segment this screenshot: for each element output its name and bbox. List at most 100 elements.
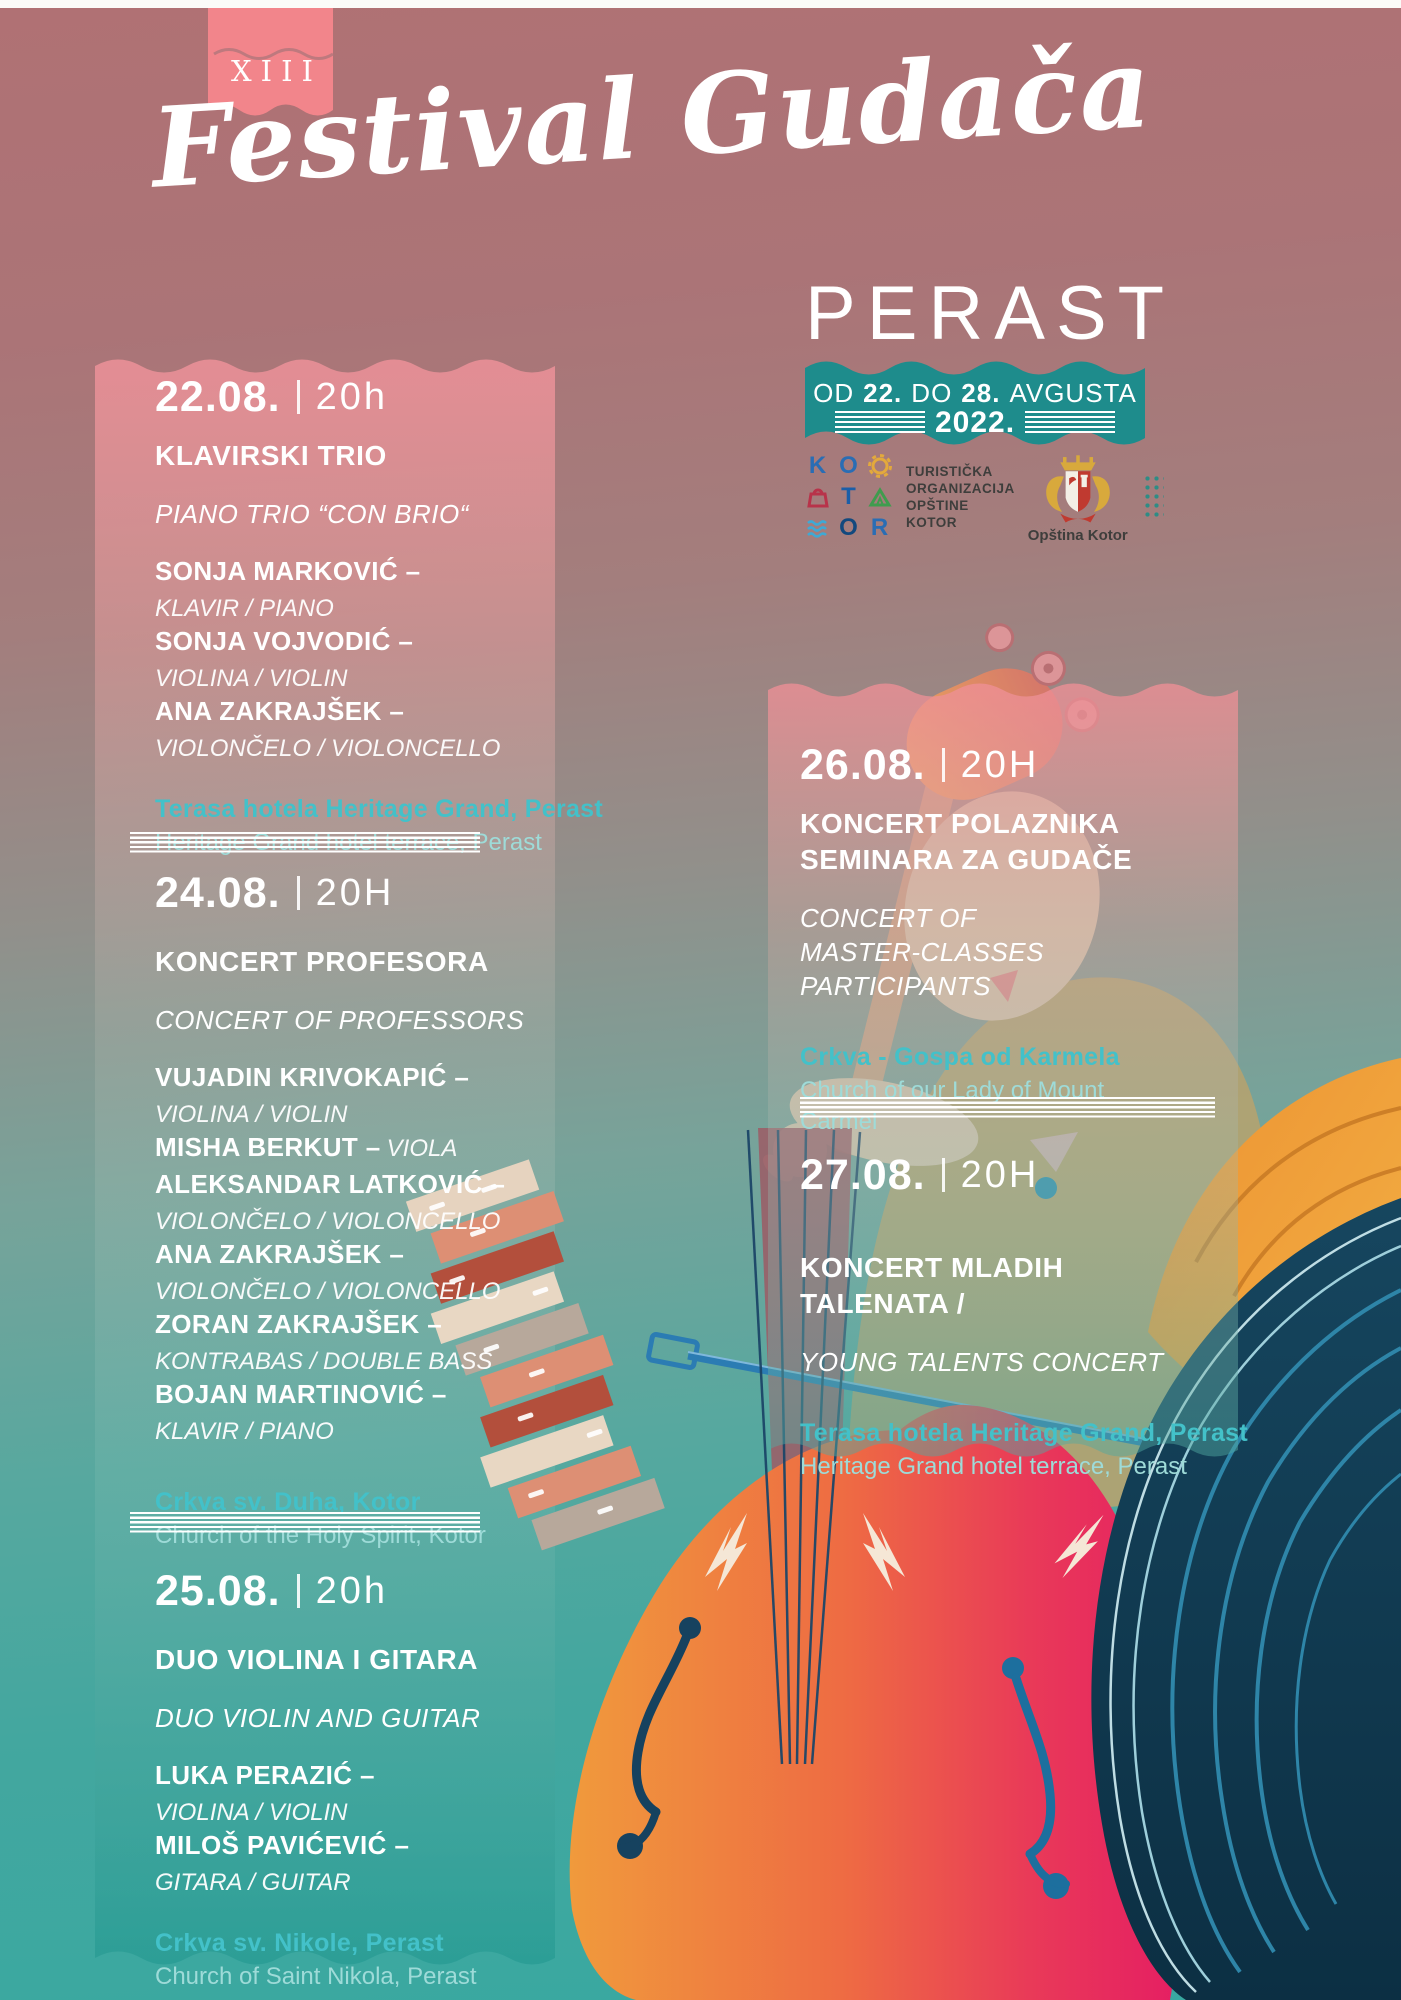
event-time: 20H — [315, 871, 395, 914]
date-time-separator — [296, 1574, 300, 1608]
venue-local: Crkva sv. Duha, Kotor — [155, 1488, 421, 1517]
date-time-separator — [941, 1158, 945, 1192]
event-date: 25.08. — [155, 1566, 281, 1615]
city-title: PERAST — [805, 271, 1176, 356]
date-range-pre: OD — [813, 378, 855, 408]
venue: Crkva sv. Duha, Kotor Church of the Holy… — [155, 1488, 555, 1551]
f-hole-left — [617, 1617, 701, 1859]
left-events-panel — [95, 359, 555, 1965]
date-range-start: 22. — [863, 378, 903, 408]
performer: MISHA BERKUT – VIOLA — [155, 1131, 555, 1168]
date-range-mid: DO — [911, 378, 953, 408]
top-edge-strip — [0, 0, 1401, 8]
performer-instrument: VIOLINA / VIOLIN — [155, 1101, 348, 1129]
performer: VUJADIN KRIVOKAPIĆ – VIOLINA / VIOLIN — [155, 1061, 555, 1131]
event-subtitle: CONCERT OF MASTER-CLASSES PARTICIPANTS — [800, 903, 1044, 1002]
year-lines-left — [834, 411, 925, 435]
performer-name: VUJADIN KRIVOKAPIĆ – — [155, 1062, 470, 1093]
performer: SONJA MARKOVIĆ – KLAVIR / PIANO — [155, 555, 555, 625]
kotor-letter-o1: O — [839, 452, 858, 479]
venue-local: Crkva - Gospa od Karmela — [800, 1043, 1120, 1072]
event-subtitle: DUO VIOLIN AND GUITAR — [155, 1703, 481, 1734]
performer: LUKA PERAZIĆ – VIOLINA / VIOLIN — [155, 1759, 555, 1829]
performer-name: ZORAN ZAKRAJŠEK – — [155, 1309, 443, 1340]
section-divider — [800, 1097, 1215, 1118]
date-time-separator — [296, 876, 300, 910]
event-date-row: 25.08. 20h — [155, 1566, 555, 1616]
performer-name: ALEKSANDAR LATKOVIĆ – — [155, 1169, 506, 1200]
venue: Terasa hotela Heritage Grand, Perast Her… — [800, 1419, 1249, 1482]
performer-name: ANA ZAKRAJŠEK – — [155, 1239, 405, 1270]
dotted-decor — [1142, 474, 1164, 520]
event-title: KLAVIRSKI TRIO — [155, 440, 387, 471]
event-27-08: 27.08. 20H KONCERT MLADIH TALENATA / YOU… — [800, 1150, 1249, 1482]
performer-list: LUKA PERAZIĆ – VIOLINA / VIOLIN MILOŠ PAV… — [155, 1759, 555, 1899]
event-title: KONCERT POLAZNIKA SEMINARA ZA GUDAČE — [800, 808, 1133, 875]
municipality-logo: Opština Kotor — [1028, 450, 1128, 544]
event-24-08: 24.08. 20H KONCERT PROFESORA CONCERT OF … — [155, 868, 555, 1551]
organizer-logos: K O T O R TURISTIČKA ORGANIZACIJA OPŠTIN… — [804, 450, 1164, 544]
event-title: DUO VIOLINA I GITARA — [155, 1644, 479, 1675]
performer-instrument: VIOLONČELO / VIOLONCELLO — [155, 735, 501, 763]
bag-icon — [804, 484, 831, 511]
tourist-org-caption: TURISTIČKA ORGANIZACIJA OPŠTINE KOTOR — [906, 463, 1015, 531]
date-range-end: 28. — [961, 378, 1001, 408]
performer: MILOŠ PAVIĆEVIĆ – GITARA / GUITAR — [155, 1829, 555, 1899]
event-title: KONCERT PROFESORA — [155, 946, 489, 977]
performer: ANA ZAKRAJŠEK – VIOLONČELO / VIOLONCELLO — [155, 695, 555, 765]
event-25-08: 25.08. 20h DUO VIOLINA I GITARA DUO VIOL… — [155, 1566, 555, 1992]
event-date-row: 26.08. 20H — [800, 740, 1172, 790]
event-date: 22.08. — [155, 372, 281, 421]
performer-name: ANA ZAKRAJŠEK – — [155, 696, 405, 727]
tent-icon — [866, 484, 893, 511]
date-year-row: 2022. — [805, 406, 1145, 440]
festival-year: 2022. — [934, 406, 1016, 439]
event-time: 20h — [315, 1569, 388, 1612]
event-title: KONCERT MLADIH TALENATA / — [800, 1252, 1064, 1319]
event-date-row: 27.08. 20H — [800, 1150, 1172, 1200]
venue-local: Crkva sv. Nikole, Perast — [155, 1929, 444, 1958]
municipality-label: Opština Kotor — [1027, 527, 1128, 544]
performer-instrument: KONTRABAS / DOUBLE BASS — [155, 1348, 493, 1376]
venue-local: Terasa hotela Heritage Grand, Perast — [800, 1419, 1249, 1448]
performer: ZORAN ZAKRAJŠEK – KONTRABAS / DOUBLE BASS — [155, 1308, 555, 1378]
performer-instrument: GITARA / GUITAR — [155, 1869, 351, 1897]
kotor-letter-k: K — [808, 452, 827, 479]
kotor-letter-o2: O — [839, 514, 858, 541]
piano-keys-illustration — [405, 1159, 665, 1551]
performer-instrument: VIOLINA / VIOLIN — [155, 1799, 348, 1827]
performer-instrument: KLAVIR / PIANO — [155, 1418, 334, 1446]
gear-icon — [866, 453, 893, 480]
date-time-separator — [296, 380, 300, 414]
performer-instrument: KLAVIR / PIANO — [155, 595, 334, 623]
event-time: 20H — [960, 743, 1040, 786]
performer-instrument: VIOLINA / VIOLIN — [155, 665, 348, 693]
section-divider — [130, 832, 480, 853]
f-hole-right — [1002, 1657, 1070, 1899]
date-time-separator — [941, 748, 945, 782]
performer-list: SONJA MARKOVIĆ – KLAVIR / PIANO SONJA VOJ… — [155, 555, 555, 765]
edition-badge — [208, 0, 334, 116]
event-time: 20H — [960, 1153, 1040, 1196]
event-date-row: 22.08. 20h — [155, 372, 555, 422]
event-date: 26.08. — [800, 740, 926, 789]
kotor-logo: K O T O R — [804, 453, 893, 542]
performer-name: BOJAN MARTINOVIĆ – — [155, 1379, 447, 1410]
performer-name: SONJA VOJVODIĆ – — [155, 626, 414, 657]
edition-number: XIII — [230, 54, 322, 88]
event-subtitle: PIANO TRIO “CON BRIO“ — [155, 499, 469, 530]
venue: Crkva - Gospa od Karmela Church of our L… — [800, 1043, 1172, 1137]
coat-of-arms-icon — [1045, 455, 1110, 523]
date-range: OD 22. DO 28. AVGUSTA — [805, 378, 1145, 409]
event-22-08: 22.08. 20h KLAVIRSKI TRIO PIANO TRIO “CO… — [155, 372, 603, 858]
performer-instrument: VIOLONČELO / VIOLONCELLO — [155, 1278, 501, 1306]
performer: BOJAN MARTINOVIĆ – KLAVIR / PIANO — [155, 1378, 555, 1448]
event-26-08: 26.08. 20H KONCERT POLAZNIKA SEMINARA ZA… — [800, 740, 1172, 1137]
event-date: 27.08. — [800, 1150, 926, 1199]
performer: ANA ZAKRAJŠEK – VIOLONČELO / VIOLONCELLO — [155, 1238, 555, 1308]
performer: ALEKSANDAR LATKOVIĆ – VIOLONČELO / VIOLON… — [155, 1168, 555, 1238]
waves-icon — [804, 515, 831, 542]
date-range-month: AVGUSTA — [1009, 378, 1137, 408]
event-time: 20h — [315, 375, 388, 418]
performer-instrument: VIOLONČELO / VIOLONCELLO — [155, 1208, 501, 1236]
